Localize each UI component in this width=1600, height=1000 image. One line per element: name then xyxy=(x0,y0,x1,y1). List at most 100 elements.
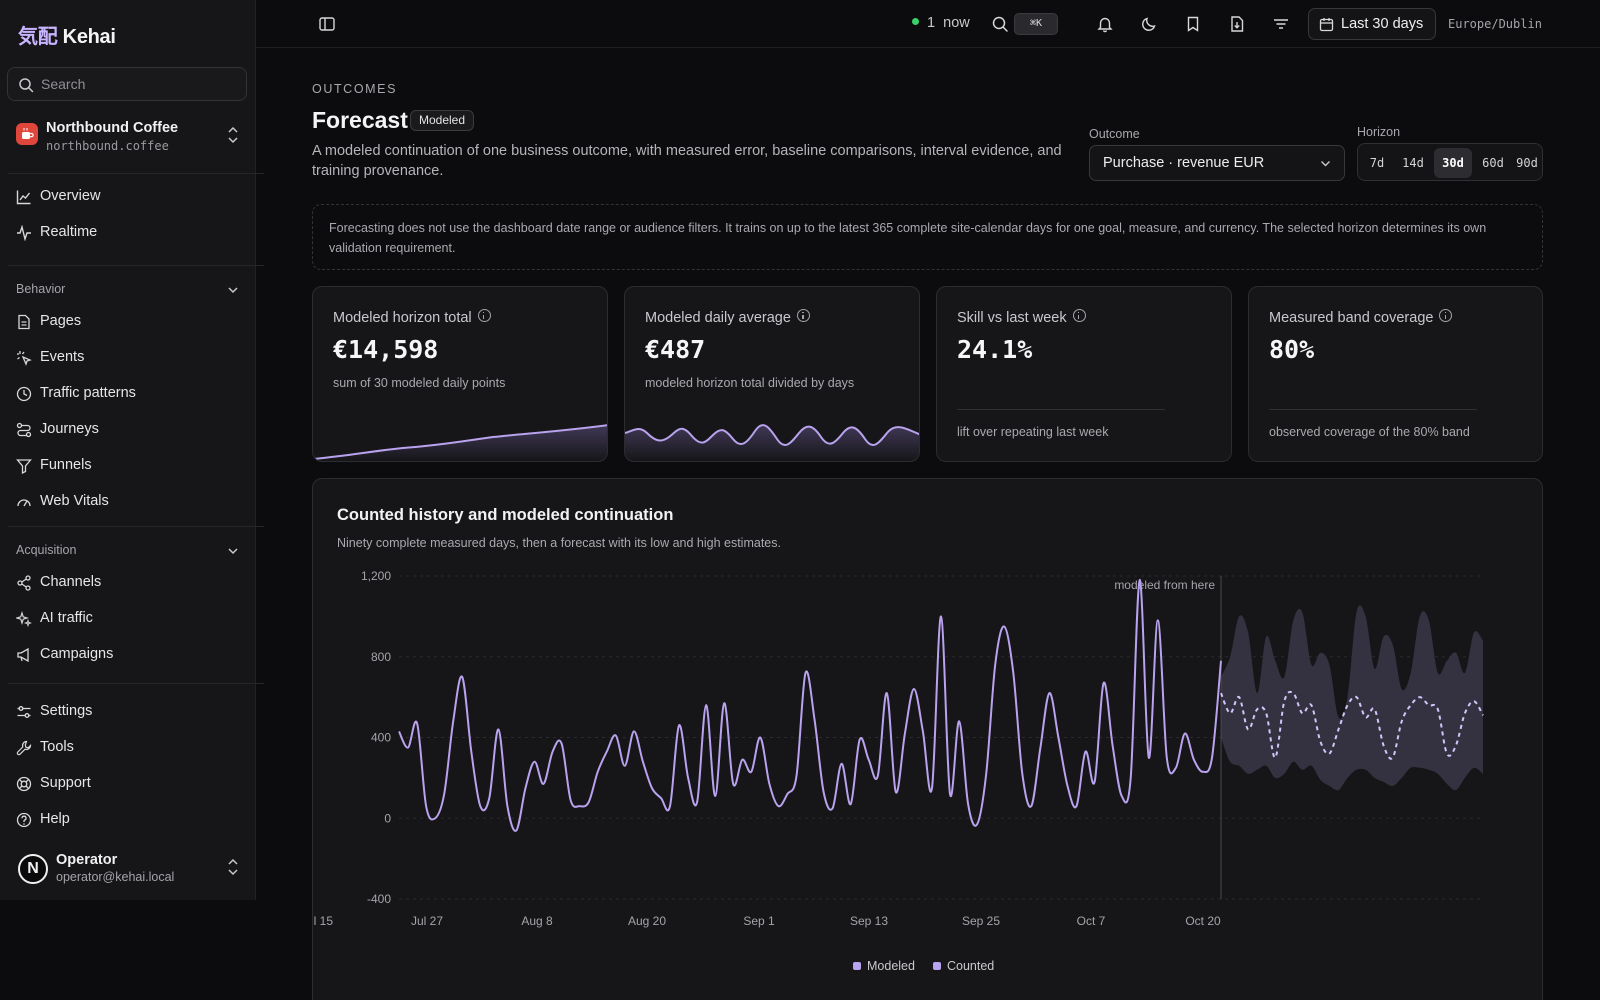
y-tick-label: 800 xyxy=(371,650,391,664)
nav-label: Help xyxy=(40,811,70,827)
sidebar-divider xyxy=(8,265,264,266)
nav-label: Realtime xyxy=(40,224,98,240)
nav-item-ai-traffic[interactable]: AI traffic xyxy=(8,602,248,636)
legend-item-modeled[interactable]: Modeled xyxy=(853,959,915,973)
clock-icon xyxy=(16,386,32,402)
page-title: Forecast xyxy=(312,107,408,133)
nav-label: Events xyxy=(40,349,85,365)
date-range-button[interactable]: Last 30 days xyxy=(1308,8,1436,40)
stat-card-band-coverage: Measured band coverage 80% observed cove… xyxy=(1248,286,1543,462)
nav-item-overview[interactable]: Overview xyxy=(8,180,248,214)
share-icon xyxy=(17,575,31,591)
stat-label: Modeled daily average xyxy=(645,310,791,326)
nav-item-journeys[interactable]: Journeys xyxy=(8,413,248,447)
file-icon xyxy=(18,314,30,330)
legend-label: Counted xyxy=(947,959,995,973)
sparkline-rising xyxy=(313,424,607,461)
stat-caption: lift over repeating last week xyxy=(957,425,1109,439)
outcome-select[interactable]: Purchase · revenue EUR xyxy=(1089,145,1345,181)
section-behavior[interactable]: Behavior xyxy=(8,278,248,302)
horizon-option-90d[interactable]: 90d xyxy=(1516,156,1538,170)
filter-lines-icon[interactable] xyxy=(1272,15,1290,33)
top-bar: 1 now ⌘K Last 30 days Europe/Dublin xyxy=(256,0,1600,48)
user-email: operator@kehai.local xyxy=(56,870,175,884)
site-name: Northbound Coffee xyxy=(46,120,179,136)
sidebar: 気配 Kehai Search Northbound Coffee northb… xyxy=(0,0,264,900)
wrench-icon xyxy=(16,740,32,756)
nav-item-realtime[interactable]: Realtime xyxy=(8,216,248,250)
horizon-option-60d[interactable]: 60d xyxy=(1482,156,1504,170)
moon-icon[interactable] xyxy=(1140,15,1158,33)
nav-item-events[interactable]: Events xyxy=(8,341,248,375)
nav-item-channels[interactable]: Channels xyxy=(8,566,248,600)
stat-value: 24.1% xyxy=(957,335,1033,364)
chart-line-icon xyxy=(16,190,31,205)
chevron-down-icon xyxy=(1321,161,1330,167)
x-tick-label: Aug 8 xyxy=(521,914,553,928)
live-visitors[interactable]: 1 now xyxy=(912,15,970,31)
x-tick-label: Oct 7 xyxy=(1077,914,1106,928)
sliders-icon xyxy=(17,706,31,718)
search-icon[interactable] xyxy=(991,15,1009,33)
sidebar-toggle-icon[interactable] xyxy=(318,15,336,33)
nav-item-support[interactable]: Support xyxy=(8,767,248,801)
horizon-option-7d[interactable]: 7d xyxy=(1369,156,1385,170)
app-logo[interactable]: 気配 Kehai xyxy=(18,20,116,49)
search-placeholder: Search xyxy=(41,76,86,92)
nav-item-campaigns[interactable]: Campaigns xyxy=(8,638,248,672)
site-switcher[interactable]: Northbound Coffee northbound.coffee xyxy=(8,114,248,160)
funnel-icon xyxy=(16,459,32,474)
user-menu[interactable]: N Operator operator@kehai.local xyxy=(8,846,248,892)
route-icon xyxy=(16,422,32,438)
legend-item-counted[interactable]: Counted xyxy=(933,959,994,973)
bookmark-icon[interactable] xyxy=(1184,15,1202,33)
info-icon[interactable] xyxy=(477,309,491,322)
section-acquisition[interactable]: Acquisition xyxy=(8,539,248,563)
forecast-annotation: modeled from here xyxy=(1114,578,1215,592)
nav-label: Channels xyxy=(40,574,102,590)
nav-item-help[interactable]: Help xyxy=(8,803,248,837)
date-range-label: Last 30 days xyxy=(1341,16,1424,32)
avatar: N xyxy=(18,854,48,884)
nav-item-web-vitals[interactable]: Web Vitals xyxy=(8,485,248,519)
nav-label: Campaigns xyxy=(40,646,114,662)
nav-label: Tools xyxy=(40,739,74,755)
nav-item-tools[interactable]: Tools xyxy=(8,731,248,765)
stat-caption: observed coverage of the 80% band xyxy=(1269,425,1470,439)
forecast-notice: Forecasting does not use the dashboard d… xyxy=(312,204,1543,270)
nav-item-pages[interactable]: Pages xyxy=(8,305,248,339)
timezone-label[interactable]: Europe/Dublin xyxy=(1448,17,1542,31)
horizon-option-30d[interactable]: 30d xyxy=(1434,148,1472,178)
page-eyebrow: OUTCOMES xyxy=(312,82,398,96)
y-tick-label: 400 xyxy=(371,731,391,745)
chevrons-up-down-icon xyxy=(228,126,238,144)
x-tick-label: Sep 13 xyxy=(850,914,888,928)
stat-label: Skill vs last week xyxy=(957,310,1067,326)
chart-title: Counted history and modeled continuation xyxy=(337,506,674,524)
command-shortcut[interactable]: ⌘K xyxy=(1014,13,1058,35)
live-dot-icon xyxy=(912,17,919,25)
nav-item-traffic-patterns[interactable]: Traffic patterns xyxy=(8,377,248,411)
nav-item-settings[interactable]: Settings xyxy=(8,695,248,729)
section-heading: Behavior xyxy=(16,282,66,296)
nav-item-funnels[interactable]: Funnels xyxy=(8,449,248,483)
user-name: Operator xyxy=(56,852,118,868)
chart-subtitle: Ninety complete measured days, then a fo… xyxy=(337,536,781,550)
info-icon[interactable] xyxy=(796,309,810,322)
horizon-label: Horizon xyxy=(1357,125,1401,139)
outcome-label: Outcome xyxy=(1089,127,1140,141)
info-icon[interactable] xyxy=(1439,309,1453,322)
nav-label: Support xyxy=(40,775,91,791)
stat-caption: sum of 30 modeled daily points xyxy=(333,376,506,390)
stat-value: €487 xyxy=(645,335,706,364)
y-tick-label: 0 xyxy=(384,811,391,825)
stat-caption: modeled horizon total divided by days xyxy=(645,376,855,390)
horizon-option-14d[interactable]: 14d xyxy=(1402,156,1424,170)
info-icon[interactable] xyxy=(1072,309,1086,322)
search-input[interactable]: Search xyxy=(7,67,247,101)
bell-icon[interactable] xyxy=(1096,15,1114,33)
file-download-icon[interactable] xyxy=(1228,15,1246,33)
